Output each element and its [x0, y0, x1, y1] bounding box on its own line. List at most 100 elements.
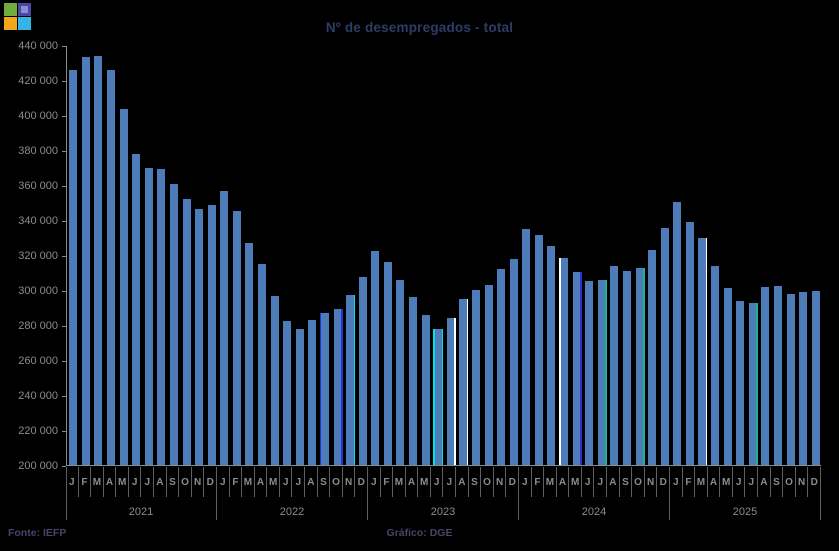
- bar-2024-11: [648, 249, 657, 465]
- bar-2025-12: [811, 290, 820, 465]
- month-label-cell: O: [481, 467, 494, 497]
- bar-2024-02: [534, 234, 543, 465]
- month-label-cell: D: [808, 467, 821, 497]
- y-axis-tick-label: 400 000: [18, 109, 58, 122]
- bar-highlight-stripe: [580, 271, 582, 465]
- month-label-cell: S: [318, 467, 331, 497]
- bar-2021-10: [182, 199, 191, 465]
- bar-2021-12: [207, 205, 216, 465]
- bar-2022-08: [308, 319, 317, 465]
- bar-highlight-stripe: [466, 298, 469, 465]
- month-label-cell: J: [670, 467, 683, 497]
- plot-area: [66, 46, 821, 466]
- month-label-cell: A: [255, 467, 268, 497]
- y-axis-tick-mark: [62, 256, 66, 257]
- logo-square-purple-icon: [18, 3, 31, 16]
- bar-2023-03: [396, 279, 405, 465]
- month-label-cell: M: [418, 467, 431, 497]
- bar-2024-09: [622, 270, 631, 465]
- month-label-cell: F: [230, 467, 243, 497]
- bar-highlight-stripe: [454, 318, 456, 465]
- bar-2024-04: [560, 257, 569, 465]
- bar-2025-06: [736, 300, 745, 465]
- chart-title: Nº de desempregados - total: [325, 20, 514, 35]
- bar-2024-08: [610, 266, 619, 465]
- month-label-cell: A: [305, 467, 318, 497]
- bar-highlight-stripe: [441, 328, 444, 465]
- bar-2021-03: [94, 55, 103, 465]
- month-label-cell: S: [469, 467, 482, 497]
- bar-2023-01: [371, 250, 380, 465]
- y-axis-tick-label: 380 000: [18, 144, 58, 157]
- y-axis-tick-mark: [62, 431, 66, 432]
- month-label-cell: O: [632, 467, 645, 497]
- bar-2025-09: [773, 285, 782, 465]
- month-label-cell: F: [381, 467, 394, 497]
- bar-2022-04: [258, 263, 267, 465]
- month-label-cell: D: [355, 467, 368, 497]
- y-axis-tick-mark: [62, 116, 66, 117]
- bar-2025-08: [761, 287, 770, 465]
- month-label-cell: S: [167, 467, 180, 497]
- month-label-cell: A: [104, 467, 117, 497]
- month-label-cell: A: [406, 467, 419, 497]
- bar-2022-01: [220, 191, 229, 465]
- month-label-cell: S: [620, 467, 633, 497]
- bar-highlight-stripe: [319, 312, 322, 465]
- bar-2023-07: [446, 318, 455, 465]
- month-label-cell: J: [746, 467, 759, 497]
- month-label-cell: J: [66, 467, 79, 497]
- y-axis-tick-mark: [62, 291, 66, 292]
- bar-2021-08: [157, 169, 166, 465]
- bar-2024-10: [635, 268, 644, 465]
- month-label-cell: J: [129, 467, 142, 497]
- bar-2025-07: [748, 303, 757, 465]
- y-axis-tick-label: 360 000: [18, 179, 58, 192]
- app-logo: [4, 3, 31, 30]
- bar-2024-01: [522, 228, 531, 465]
- bar-2022-10: [333, 309, 342, 465]
- bar-2023-04: [409, 297, 418, 465]
- month-label-cell: S: [771, 467, 784, 497]
- month-label-cell: O: [783, 467, 796, 497]
- logo-square-orange-icon: [4, 17, 17, 30]
- bar-2025-02: [685, 221, 694, 465]
- month-label-cell: M: [695, 467, 708, 497]
- bar-2023-10: [484, 284, 493, 465]
- bar-2023-09: [471, 290, 480, 465]
- bar-2025-04: [711, 266, 720, 465]
- y-axis-tick-mark: [62, 221, 66, 222]
- month-label-cell: M: [242, 467, 255, 497]
- month-label-cell: N: [645, 467, 658, 497]
- bar-2025-11: [799, 291, 808, 465]
- month-label-cell: F: [79, 467, 92, 497]
- bar-2023-12: [509, 259, 518, 465]
- month-label-cell: J: [431, 467, 444, 497]
- month-label-cell: O: [179, 467, 192, 497]
- y-axis-tick-label: 240 000: [18, 389, 58, 402]
- y-axis-tick-label: 420 000: [18, 74, 58, 87]
- y-axis-tick-label: 200 000: [18, 459, 58, 472]
- bar-highlight-stripe: [559, 257, 561, 465]
- bar-2025-10: [786, 293, 795, 465]
- month-label-cell: A: [607, 467, 620, 497]
- month-label-cell: O: [330, 467, 343, 497]
- month-label-cell: J: [582, 467, 595, 497]
- bar-2022-03: [245, 242, 254, 465]
- bar-2023-06: [434, 328, 443, 465]
- y-axis-tick-mark: [62, 151, 66, 152]
- bar-2021-09: [169, 184, 178, 465]
- bar-2024-06: [585, 281, 594, 465]
- y-axis-tick-label: 300 000: [18, 284, 58, 297]
- bar-2025-03: [698, 237, 707, 465]
- bar-2024-03: [547, 246, 556, 465]
- source-label: Fonte: IEFP: [8, 527, 67, 539]
- y-axis-tick-label: 220 000: [18, 424, 58, 437]
- bar-2024-05: [572, 271, 581, 465]
- bar-highlight-stripe: [643, 268, 645, 465]
- month-label-cell: J: [444, 467, 457, 497]
- month-label-cell: D: [657, 467, 670, 497]
- bar-2022-11: [346, 295, 355, 465]
